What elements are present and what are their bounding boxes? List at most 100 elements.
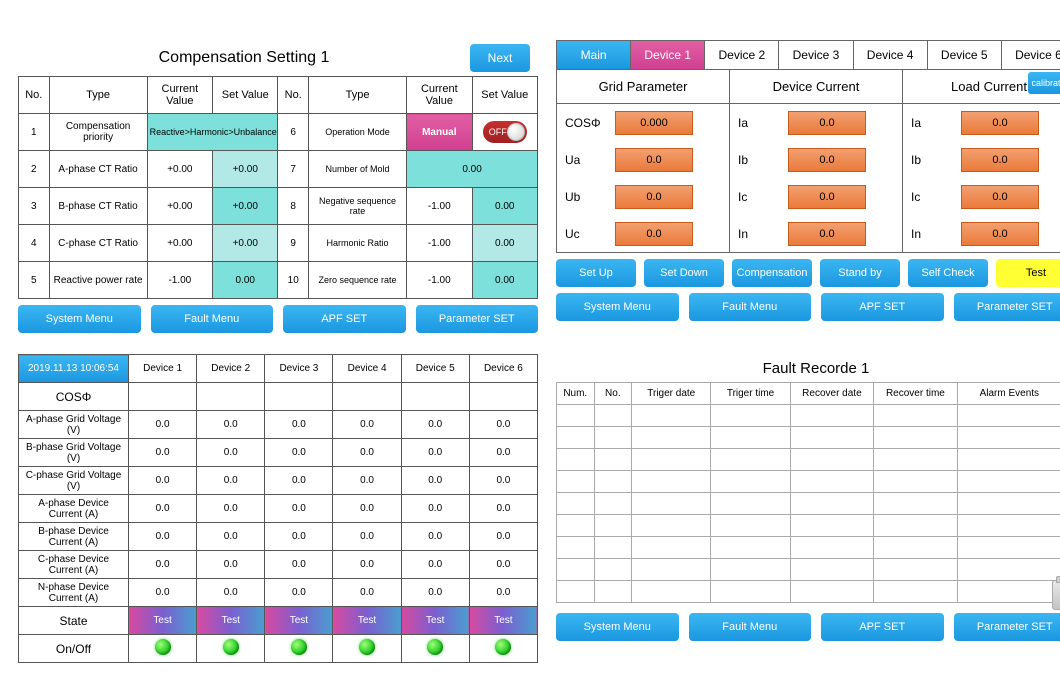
row-label: A-phase Grid Voltage (V) — [19, 411, 129, 439]
device-tab[interactable]: Device 1 — [631, 41, 705, 69]
menu-button[interactable]: Parameter SET — [954, 613, 1060, 641]
fault-cell — [632, 449, 711, 471]
panel-title: Fault Recorde 1 — [556, 354, 1060, 382]
timestamp: 2019.11.13 10:06:54 — [19, 355, 129, 383]
reading-value[interactable]: 0.0 — [961, 185, 1039, 209]
device-current-header: Device Current — [730, 70, 903, 103]
menu-button[interactable]: System Menu — [556, 613, 679, 641]
reading-value[interactable]: 0.0 — [961, 148, 1039, 172]
state-value: Test — [265, 607, 333, 635]
operation-mode[interactable]: Manual — [407, 114, 472, 151]
reading-value: 0.0 — [333, 439, 401, 467]
reading-label: Ua — [565, 153, 605, 167]
device-col[interactable]: Device 6 — [469, 355, 537, 383]
reading-value: 0.0 — [197, 411, 265, 439]
menu-button[interactable]: APF SET — [821, 293, 944, 321]
next-button[interactable]: Next — [470, 44, 530, 72]
menu-button[interactable]: System Menu — [556, 293, 679, 321]
device-col[interactable]: Device 5 — [401, 355, 469, 383]
action-button[interactable]: Set Up — [556, 259, 636, 287]
fault-cell — [874, 427, 957, 449]
row-set-value[interactable]: 0.00 — [472, 188, 538, 225]
menu-button[interactable]: APF SET — [821, 613, 944, 641]
onoff-led[interactable] — [197, 635, 265, 663]
action-button[interactable]: Compensation — [732, 259, 812, 287]
menu-button[interactable]: Parameter SET — [416, 305, 539, 333]
led-green-icon — [223, 639, 239, 655]
col-no: No. — [19, 77, 50, 114]
off-toggle[interactable]: OFF — [472, 114, 538, 151]
fault-cell — [557, 515, 595, 537]
device-tab[interactable]: Device 2 — [705, 41, 779, 69]
menu-button[interactable]: Parameter SET — [954, 293, 1060, 321]
fault-cell — [594, 537, 632, 559]
calibration-button[interactable]: calibration — [1028, 72, 1060, 94]
fault-cell — [711, 493, 790, 515]
fault-cell — [874, 471, 957, 493]
action-button[interactable]: Test — [996, 259, 1060, 287]
cos-value — [469, 383, 537, 411]
reading-value[interactable]: 0.0 — [961, 111, 1039, 135]
row-type: Negative sequence rate — [308, 188, 406, 225]
menu-button[interactable]: Fault Menu — [689, 293, 812, 321]
onoff-led[interactable] — [469, 635, 537, 663]
row-type: Reactive power rate — [49, 262, 147, 299]
device-col[interactable]: Device 2 — [197, 355, 265, 383]
grid-parameter-header: Grid Parameter — [557, 70, 730, 103]
row-value[interactable]: Reactive>Harmonic>Unbalance — [147, 114, 278, 151]
row-label: N-phase Device Current (A) — [19, 579, 129, 607]
device-tab[interactable]: Device 3 — [779, 41, 853, 69]
device-tab[interactable]: Device 5 — [928, 41, 1002, 69]
action-button[interactable]: Set Down — [644, 259, 724, 287]
menu-button[interactable]: System Menu — [18, 305, 141, 333]
device-tab[interactable]: Main — [557, 41, 631, 69]
menu-button[interactable]: Fault Menu — [689, 613, 812, 641]
trash-icon[interactable] — [1052, 580, 1060, 610]
action-button[interactable]: Stand by — [820, 259, 900, 287]
row-set-value[interactable]: +0.00 — [213, 151, 278, 188]
row-set-value[interactable]: 0.00 — [472, 225, 538, 262]
menu-button[interactable]: Fault Menu — [151, 305, 274, 333]
row-set-value[interactable]: 0.00 — [472, 262, 538, 299]
reading-value[interactable]: 0.0 — [615, 222, 693, 246]
onoff-led[interactable] — [265, 635, 333, 663]
reading-label: In — [738, 227, 778, 241]
onoff-led[interactable] — [129, 635, 197, 663]
reading-value[interactable]: 0.0 — [788, 185, 866, 209]
row-type: Operation Mode — [308, 114, 406, 151]
fault-cell — [957, 427, 1060, 449]
action-button[interactable]: Self Check — [908, 259, 988, 287]
row-type: A-phase CT Ratio — [49, 151, 147, 188]
fault-cell — [790, 471, 873, 493]
fault-col: Alarm Events — [957, 383, 1060, 405]
reading-value[interactable]: 0.0 — [788, 148, 866, 172]
onoff-led[interactable] — [401, 635, 469, 663]
row-no: 8 — [278, 188, 309, 225]
menu-button[interactable]: APF SET — [283, 305, 406, 333]
reading-value[interactable]: 0.0 — [788, 111, 866, 135]
reading-value: 0.0 — [333, 495, 401, 523]
row-set-value[interactable]: +0.00 — [213, 188, 278, 225]
reading-row: Uc 0.0 — [557, 215, 729, 252]
reading-value[interactable]: 0.0 — [615, 148, 693, 172]
device-col[interactable]: Device 4 — [333, 355, 401, 383]
col-type2: Type — [308, 77, 406, 114]
col-no2: No. — [278, 77, 309, 114]
row-set-value[interactable]: +0.00 — [213, 225, 278, 262]
device-col[interactable]: Device 1 — [129, 355, 197, 383]
fault-cell — [790, 405, 873, 427]
reading-value[interactable]: 0.0 — [961, 222, 1039, 246]
onoff-led[interactable] — [333, 635, 401, 663]
fault-cell — [632, 581, 711, 603]
reading-value[interactable]: 0.000 — [615, 111, 693, 135]
device-tab[interactable]: Device 6 — [1002, 41, 1060, 69]
reading-value: 0.0 — [333, 523, 401, 551]
row-no: 2 — [19, 151, 50, 188]
device-col[interactable]: Device 3 — [265, 355, 333, 383]
fault-record-panel: Fault Recorde 1 Num.No.Triger dateTriger… — [556, 354, 1060, 654]
row-value[interactable]: 0.00 — [407, 151, 538, 188]
device-tab[interactable]: Device 4 — [854, 41, 928, 69]
reading-value[interactable]: 0.0 — [615, 185, 693, 209]
row-set-value[interactable]: 0.00 — [213, 262, 278, 299]
reading-value[interactable]: 0.0 — [788, 222, 866, 246]
